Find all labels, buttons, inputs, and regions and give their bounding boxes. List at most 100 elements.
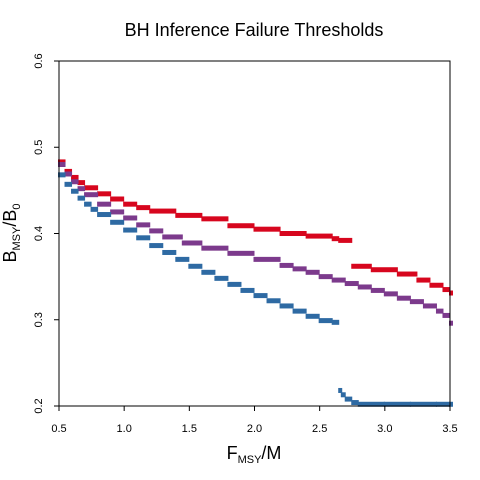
data-point bbox=[181, 240, 203, 246]
y-axis-label-main: B bbox=[0, 250, 20, 262]
data-point bbox=[162, 234, 183, 240]
data-point bbox=[253, 226, 281, 232]
y-axis: 0.2 0.3 0.4 0.5 0.6 bbox=[33, 53, 59, 414]
data-point bbox=[429, 282, 444, 288]
data-point bbox=[175, 212, 203, 218]
data-point bbox=[370, 287, 385, 293]
data-point bbox=[409, 299, 424, 305]
data-point bbox=[77, 195, 86, 201]
x-axis-label-sub: MSY bbox=[238, 454, 263, 466]
y-axis-label-sub2: 0 bbox=[11, 203, 23, 209]
data-point bbox=[77, 186, 86, 192]
data-point bbox=[305, 269, 320, 275]
y-tick-label: 0.3 bbox=[33, 312, 45, 327]
data-point bbox=[442, 312, 450, 318]
data-point bbox=[58, 162, 66, 167]
data-point bbox=[416, 277, 431, 283]
x-axis-label-main: F bbox=[227, 443, 238, 463]
data-point bbox=[357, 401, 385, 407]
data-point bbox=[338, 237, 353, 243]
data-point bbox=[396, 295, 411, 301]
x-axis-label: FMSY/M bbox=[227, 443, 282, 466]
x-tick-label: 0.5 bbox=[51, 423, 66, 435]
data-point bbox=[162, 249, 177, 255]
data-point bbox=[409, 401, 437, 407]
data-point bbox=[84, 185, 99, 191]
data-point bbox=[318, 274, 333, 280]
data-point bbox=[227, 223, 255, 229]
data-point bbox=[110, 219, 125, 225]
data-point bbox=[84, 192, 99, 198]
data-point bbox=[97, 191, 112, 197]
x-tick-label: 3.0 bbox=[377, 423, 392, 435]
data-point bbox=[340, 392, 346, 398]
data-point bbox=[71, 174, 79, 180]
data-point bbox=[214, 275, 229, 281]
data-point bbox=[370, 267, 398, 273]
y-tick-label: 0.4 bbox=[33, 226, 45, 241]
x-tick-label: 2.5 bbox=[312, 423, 327, 435]
x-axis-label-suffix: /M bbox=[261, 443, 281, 463]
data-point bbox=[305, 313, 320, 319]
data-point bbox=[58, 159, 66, 165]
data-point bbox=[279, 262, 294, 268]
data-point bbox=[110, 196, 125, 202]
series-layer bbox=[58, 159, 453, 407]
data-point bbox=[90, 206, 99, 212]
data-point bbox=[84, 201, 92, 207]
data-point bbox=[64, 168, 73, 174]
y-axis-label-slash: / bbox=[0, 222, 20, 227]
y-tick-label: 0.2 bbox=[33, 398, 45, 413]
data-point bbox=[97, 201, 112, 207]
data-point bbox=[279, 303, 294, 309]
data-point bbox=[123, 215, 138, 221]
series-1 bbox=[58, 159, 453, 296]
series-2 bbox=[58, 162, 453, 326]
data-point bbox=[351, 400, 359, 406]
data-point bbox=[292, 266, 307, 272]
data-point bbox=[357, 284, 372, 290]
data-point bbox=[175, 256, 190, 262]
data-point bbox=[331, 319, 340, 325]
data-point bbox=[422, 303, 437, 309]
data-point bbox=[136, 222, 151, 228]
data-point bbox=[227, 250, 255, 256]
data-point bbox=[266, 298, 281, 304]
data-point bbox=[383, 291, 398, 297]
data-point bbox=[331, 277, 346, 283]
data-point bbox=[240, 287, 255, 293]
data-point bbox=[318, 318, 333, 324]
data-point bbox=[435, 401, 450, 407]
data-point bbox=[110, 209, 125, 215]
data-point bbox=[279, 231, 307, 236]
chart-title: BH Inference Failure Thresholds bbox=[125, 20, 384, 40]
data-point bbox=[149, 228, 164, 234]
data-point bbox=[123, 201, 138, 207]
data-point bbox=[201, 216, 229, 222]
y-axis-label-sub: MSY bbox=[11, 226, 23, 251]
data-point bbox=[64, 181, 73, 187]
data-point bbox=[449, 290, 453, 296]
data-point bbox=[123, 227, 138, 233]
data-point bbox=[344, 281, 359, 287]
y-axis-label-main2: B bbox=[0, 210, 20, 222]
data-point bbox=[149, 243, 164, 249]
data-point bbox=[64, 171, 73, 177]
data-point bbox=[351, 263, 372, 269]
data-point bbox=[227, 281, 242, 287]
data-point bbox=[435, 308, 444, 314]
data-point bbox=[305, 233, 333, 239]
data-point bbox=[292, 308, 307, 314]
data-point bbox=[149, 208, 177, 214]
data-point bbox=[449, 401, 453, 407]
data-point bbox=[449, 320, 453, 326]
y-tick-label: 0.5 bbox=[33, 140, 45, 155]
data-point bbox=[136, 235, 151, 241]
data-point bbox=[71, 179, 79, 185]
data-point bbox=[201, 245, 229, 251]
data-point bbox=[201, 269, 216, 275]
data-point bbox=[188, 263, 203, 269]
data-point bbox=[71, 188, 79, 194]
x-axis: 0.5 1.0 1.5 2.0 2.5 3.0 3.5 bbox=[51, 406, 458, 435]
